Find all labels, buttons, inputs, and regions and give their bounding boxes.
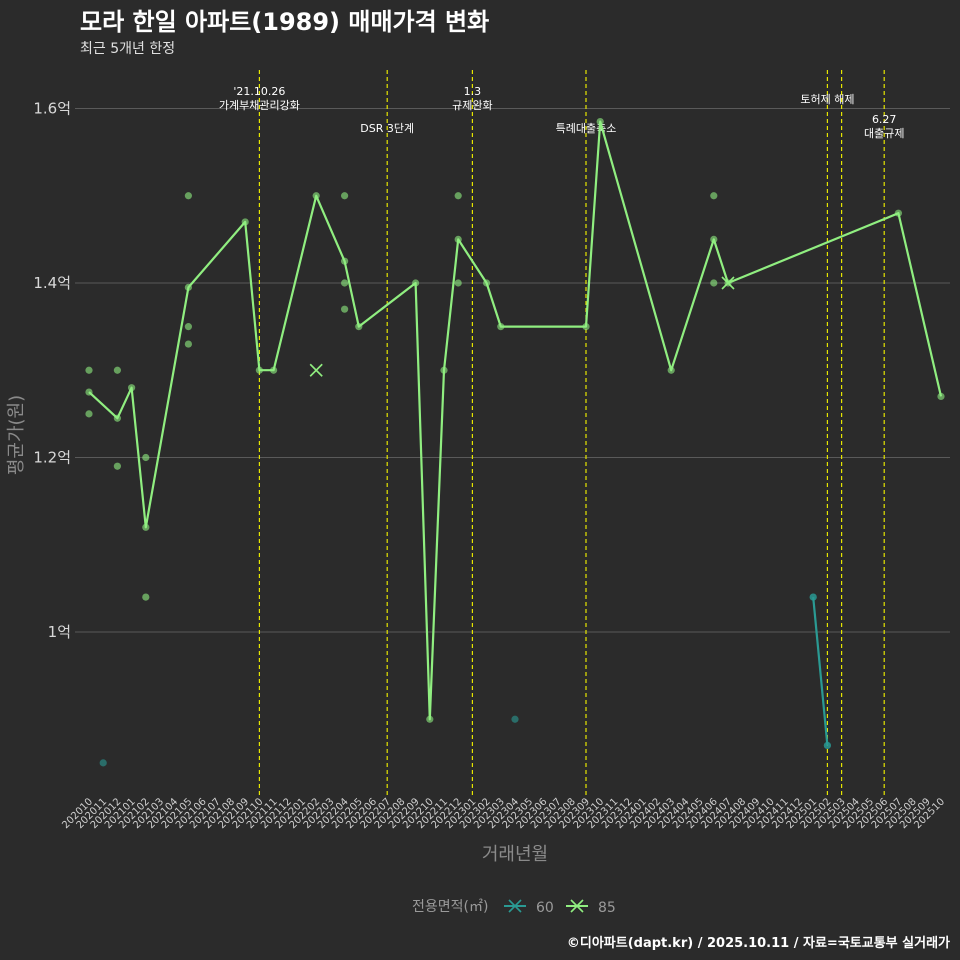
series-line-60 bbox=[812, 596, 829, 746]
caption: ©디아파트(dapt.kr) / 2025.10.11 / 자료=국토교통부 실… bbox=[567, 935, 950, 951]
event-label: 1.3 bbox=[464, 85, 482, 98]
data-point bbox=[241, 218, 249, 226]
data-point bbox=[341, 279, 349, 287]
data-point bbox=[85, 366, 93, 374]
event-label: DSR 3단계 bbox=[360, 122, 414, 135]
data-point bbox=[142, 453, 150, 462]
y-tick-label: 1.4억 bbox=[33, 274, 71, 292]
data-point bbox=[497, 323, 505, 331]
data-point bbox=[113, 462, 121, 470]
data-point bbox=[255, 366, 263, 374]
data-point bbox=[483, 279, 491, 287]
legend-label: 60 bbox=[536, 900, 554, 916]
data-point bbox=[184, 192, 192, 200]
data-point bbox=[454, 192, 462, 200]
data-point bbox=[426, 715, 434, 723]
data-point bbox=[142, 593, 150, 601]
data-point bbox=[710, 192, 718, 200]
data-point bbox=[85, 410, 93, 418]
chart-subtitle: 최근 5개년 한정 bbox=[80, 41, 175, 57]
y-tick-label: 1.6억 bbox=[33, 100, 71, 118]
x-axis-label: 거래년월 bbox=[482, 844, 548, 865]
event-label: 토허제 해제 bbox=[800, 92, 854, 106]
data-point bbox=[99, 759, 107, 767]
data-point bbox=[312, 192, 320, 200]
x-axis-ticks: 2020102020112020122021012021022021032021… bbox=[60, 796, 947, 831]
event-label: 특례대출축소 bbox=[556, 122, 617, 135]
legend-title: 전용면적(㎡) bbox=[412, 899, 488, 915]
data-point bbox=[823, 741, 832, 750]
data-point bbox=[128, 384, 136, 392]
data-point bbox=[184, 340, 192, 348]
series-line-85 bbox=[88, 120, 943, 721]
event-label: 가계부채관리강화 bbox=[219, 99, 300, 112]
cross-marker bbox=[309, 363, 323, 377]
data-point bbox=[894, 209, 903, 217]
data-point bbox=[341, 257, 349, 265]
data-point bbox=[142, 523, 150, 531]
data-point bbox=[596, 117, 604, 126]
data-point bbox=[511, 715, 519, 723]
data-point bbox=[582, 323, 590, 331]
data-point bbox=[440, 366, 448, 374]
data-point bbox=[113, 414, 121, 422]
data-point bbox=[355, 323, 363, 331]
data-point bbox=[341, 305, 349, 313]
grid: 1억 1.2억 1.4억 1.6억 bbox=[33, 100, 950, 641]
cross-marker bbox=[721, 276, 735, 290]
data-point bbox=[454, 279, 462, 287]
series-layer bbox=[85, 117, 945, 767]
data-point bbox=[184, 283, 192, 291]
data-point bbox=[85, 388, 93, 396]
event-label: '21.10.26 bbox=[233, 85, 285, 98]
data-point bbox=[454, 235, 462, 243]
y-tick-label: 1.2억 bbox=[33, 449, 71, 467]
data-point bbox=[412, 279, 420, 287]
legend: 전용면적(㎡) 60 85 bbox=[412, 899, 616, 916]
data-point bbox=[710, 279, 718, 287]
legend-key-cross bbox=[508, 899, 522, 913]
data-point bbox=[184, 323, 192, 331]
event-label: 규제완화 bbox=[452, 99, 492, 112]
legend-key-cross bbox=[570, 899, 584, 913]
legend-label: 85 bbox=[598, 900, 616, 916]
data-point bbox=[937, 392, 945, 401]
data-point bbox=[341, 192, 349, 200]
event-label: 대출규제 bbox=[864, 127, 904, 140]
data-point bbox=[710, 235, 718, 243]
data-point bbox=[270, 366, 278, 374]
y-tick-label: 1억 bbox=[48, 623, 71, 641]
event-label: 6.27 bbox=[872, 113, 897, 126]
data-point bbox=[113, 366, 121, 374]
y-axis-label: 평균가(원) bbox=[6, 395, 27, 475]
data-point bbox=[809, 593, 817, 601]
data-point bbox=[667, 366, 675, 374]
chart-title: 모라 한일 아파트(1989) 매매가격 변화 bbox=[80, 8, 489, 36]
